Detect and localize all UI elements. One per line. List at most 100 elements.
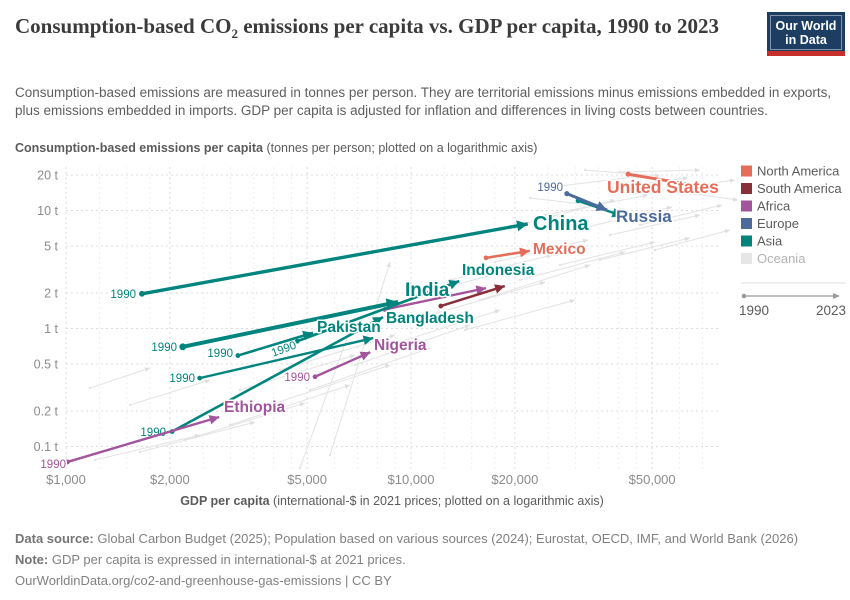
- legend-swatch[interactable]: [741, 218, 752, 229]
- y-axis-title: Consumption-based emissions per capita (…: [15, 141, 537, 155]
- background-arrowhead: [694, 213, 700, 219]
- background-arrow: [449, 254, 553, 281]
- y-axis-title-bold: Consumption-based emissions per capita: [15, 141, 263, 155]
- legend-item-asia[interactable]: Asia: [741, 234, 783, 249]
- background-arrowhead: [654, 173, 660, 178]
- series-line-china[interactable]: [141, 222, 529, 296]
- background-arrow-start-dot: [463, 328, 467, 332]
- series-line-united-states[interactable]: [627, 172, 707, 189]
- start-year-label-india: 1990: [151, 342, 177, 354]
- series-arrowhead-pakistan: [302, 330, 314, 341]
- series-start-dot-russia: [564, 191, 570, 197]
- y-tick-label: 0.1 t: [34, 440, 59, 454]
- series-label-united-states[interactable]: United States: [606, 176, 721, 199]
- logo-line-1: Our World: [775, 18, 837, 33]
- series-arrowhead-unlabeled-asia-1: [362, 335, 374, 345]
- timeline-end-label: 2023: [816, 303, 846, 318]
- series-label-nigeria[interactable]: Nigeria: [373, 336, 429, 356]
- series-label-russia[interactable]: Russia: [615, 206, 674, 228]
- series-label-mexico[interactable]: Mexico: [532, 240, 588, 260]
- series-label-indonesia[interactable]: Indonesia: [461, 261, 537, 281]
- background-arrowhead: [144, 367, 150, 372]
- legend-swatch[interactable]: [741, 183, 752, 194]
- series-line-unlabeled-south-america-3[interactable]: [440, 284, 506, 308]
- background-arrowhead: [729, 178, 735, 183]
- legend-item-africa[interactable]: Africa: [741, 199, 791, 214]
- legend-label[interactable]: Africa: [757, 199, 791, 214]
- series-label-india[interactable]: India: [404, 279, 452, 303]
- series-label-ethiopia[interactable]: Ethiopia: [223, 398, 288, 418]
- background-arrow: [494, 239, 589, 263]
- y-tick-label: 20 t: [37, 169, 58, 183]
- background-arrow-start-dot: [528, 196, 532, 200]
- legend-label[interactable]: Asia: [757, 234, 783, 249]
- series-line-nigeria[interactable]: [314, 351, 371, 378]
- background-arrow: [619, 169, 701, 173]
- license-text: | CC BY: [341, 573, 392, 588]
- series-arrowhead-mexico: [519, 247, 530, 258]
- series-line-bangladesh[interactable]: [171, 315, 384, 433]
- background-arrow: [299, 329, 351, 469]
- legend-label[interactable]: Oceania: [757, 251, 806, 266]
- background-arrowhead: [299, 402, 305, 407]
- legend-label[interactable]: Europe: [757, 216, 799, 231]
- legend-swatch[interactable]: [741, 235, 752, 247]
- series-label-bangladesh[interactable]: Bangladesh: [385, 309, 476, 329]
- title-text-post: emissions per capita vs. GDP per capita,…: [237, 14, 720, 38]
- background-arrow-start-dot: [618, 170, 622, 174]
- background-arrow-start-dot: [608, 186, 612, 190]
- legend-swatch[interactable]: [741, 253, 752, 264]
- background-arrow: [679, 191, 739, 201]
- series-line-unlabeled-africa-2[interactable]: [384, 286, 487, 311]
- background-arrow-start-dot: [543, 213, 547, 217]
- background-arrowhead: [666, 205, 672, 211]
- data-source-text: Global Carbon Budget (2025); Population …: [93, 531, 799, 546]
- background-arrowhead: [716, 203, 722, 209]
- background-arrow: [609, 214, 701, 236]
- background-arrowhead: [584, 264, 590, 269]
- series-line-india[interactable]: [182, 299, 399, 349]
- background-arrow-start-dot: [653, 248, 657, 252]
- background-arrow-start-dot: [278, 368, 282, 372]
- timeline-start-dot: [741, 293, 747, 299]
- legend-item-south-america[interactable]: South America: [741, 181, 842, 196]
- owid-logo[interactable]: Our World in Data: [767, 12, 845, 56]
- legend-item-europe[interactable]: Europe: [741, 216, 799, 231]
- y-tick-label: 1 t: [44, 322, 58, 336]
- legend-swatch[interactable]: [741, 200, 752, 212]
- series-start-dot-indonesia: [294, 338, 300, 344]
- citation-link[interactable]: OurWorldinData.org/co2-and-greenhouse-ga…: [15, 573, 342, 588]
- y-tick-label: 0.5 t: [34, 358, 59, 372]
- background-arrowhead: [384, 364, 390, 369]
- legend-swatch[interactable]: [741, 165, 752, 177]
- y-tick-label: 2 t: [44, 287, 58, 301]
- series-arrowhead-unlabeled-asia-0: [611, 208, 623, 218]
- background-arrow: [429, 281, 546, 316]
- legend-label[interactable]: North America: [757, 164, 840, 179]
- series-line-unlabeled-asia-1[interactable]: [199, 336, 374, 380]
- background-arrowhead: [682, 176, 688, 181]
- series-line-ethiopia[interactable]: [67, 415, 220, 464]
- series-label-china[interactable]: China: [532, 212, 591, 237]
- legend-label[interactable]: South America: [757, 181, 842, 196]
- legend-item-north-america[interactable]: North America: [741, 164, 840, 179]
- page-title: Consumption-based CO2 emissions per capi…: [15, 13, 719, 42]
- x-axis-title-rest: (international-$ in 2021 prices; plotted…: [269, 494, 604, 508]
- background-arrow-start-dot: [428, 313, 432, 317]
- series-start-dot-unlabeled-south-america-3: [438, 303, 444, 309]
- background-arrow-start-dot: [558, 263, 562, 267]
- background-arrow: [599, 237, 691, 261]
- series-line-indonesia[interactable]: [296, 279, 460, 343]
- series-line-pakistan[interactable]: [237, 331, 314, 357]
- x-tick-label: $2,000: [150, 472, 190, 487]
- series-label-pakistan[interactable]: Pakistan: [316, 318, 383, 338]
- background-arrow: [584, 169, 661, 177]
- y-axis-title-rest: (tonnes per person; plotted on a logarit…: [262, 141, 538, 155]
- start-year-label-china: 1990: [110, 289, 136, 301]
- legend-item-oceania[interactable]: Oceania: [741, 251, 806, 266]
- background-arrow: [479, 264, 591, 301]
- background-arrow: [354, 324, 471, 366]
- series-arrowhead-unlabeled-africa-2: [475, 285, 487, 295]
- x-tick-label: $1,000: [46, 472, 86, 487]
